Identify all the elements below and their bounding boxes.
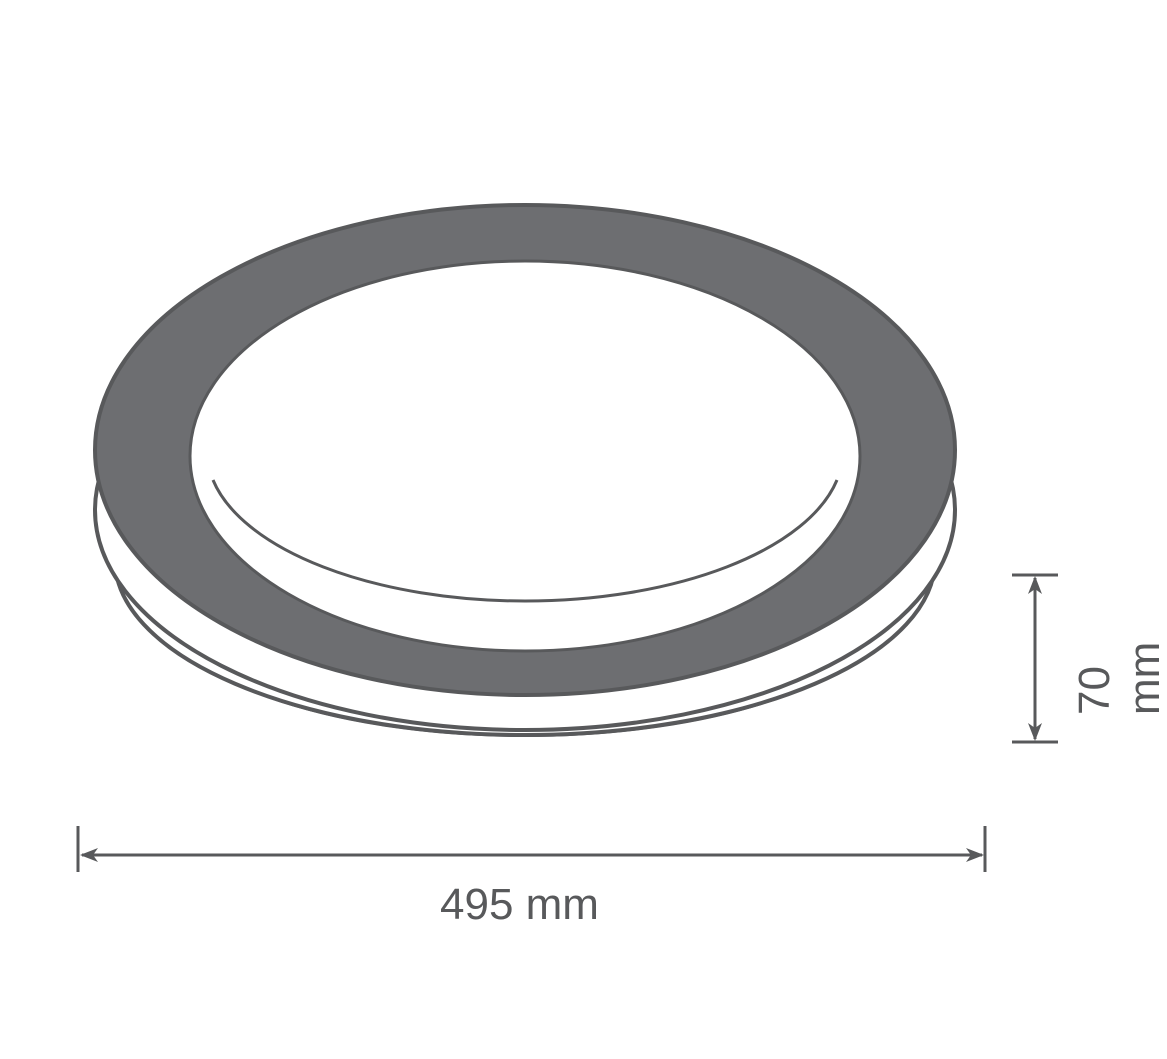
height-dimension-label: 70 mm [1070,618,1167,715]
width-dimension [78,826,985,872]
ceiling-light-body [95,205,955,735]
height-dimension [1012,575,1058,742]
width-dimension-label: 495 mm [440,880,599,930]
